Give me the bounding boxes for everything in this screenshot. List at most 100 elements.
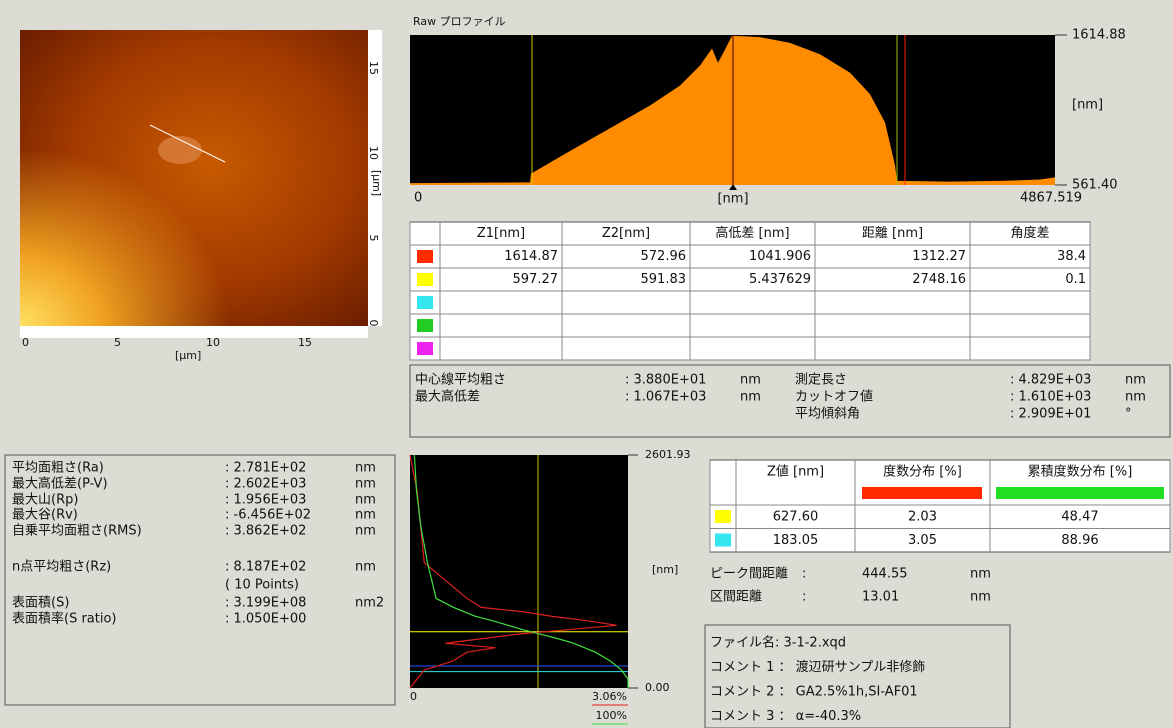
param-value: : 1.067E+03 <box>625 390 706 405</box>
y-axis-unit: [nm] <box>1072 98 1103 113</box>
param-label: カットオフ値 <box>795 389 873 405</box>
column-header: Z値 [nm] <box>767 464 824 480</box>
param-value: : 3.862E+02 <box>225 524 306 539</box>
file-info-line: コメント 1 ： 渡辺研サンプル非修飾 <box>710 659 925 675</box>
file-info-line: コメント 2 ： GA2.5%1h,SI-AF01 <box>710 685 918 700</box>
file-info-line: コメント 3 ： α=-40.3% <box>710 709 861 724</box>
param-unit: nm <box>355 560 376 575</box>
param-value: : 1.050E+00 <box>225 612 306 627</box>
cell: 1041.906 <box>749 249 811 264</box>
y-tick-label: 1614.88 <box>1072 28 1126 43</box>
param-label: 平均面粗さ(Ra) <box>12 461 104 476</box>
cell: 627.60 <box>773 509 819 524</box>
y-axis-unit: [nm] <box>652 563 678 576</box>
row-color <box>417 342 433 355</box>
separator: : <box>802 567 806 582</box>
param-unit: nm <box>740 390 761 405</box>
cell: 88.96 <box>1061 533 1098 548</box>
x-tick-label: 5 <box>114 336 121 349</box>
y-tick-label: 0.00 <box>645 681 670 694</box>
y-tick-label: 0 <box>367 320 380 327</box>
param-value: 13.01 <box>862 590 899 605</box>
cell: 3.05 <box>908 533 937 548</box>
y-tick-label: 15 <box>367 61 380 75</box>
afm-image <box>20 30 382 338</box>
param-unit: nm <box>355 461 376 476</box>
cell: 1312.27 <box>912 249 966 264</box>
y-axis-unit: [μm] <box>370 170 383 196</box>
column-header: 距離 [nm] <box>862 226 923 241</box>
cell: 597.27 <box>513 272 559 287</box>
column-header: 累積度数分布 [%] <box>1028 464 1133 480</box>
column-header: 高低差 [nm] <box>715 225 789 241</box>
param-label: 最大高低差(P-V) <box>12 476 108 492</box>
param-unit: nm <box>355 508 376 523</box>
param-label: 区間距離 <box>710 590 762 605</box>
param-unit: nm <box>355 477 376 492</box>
param-unit: nm <box>1125 373 1146 388</box>
cell: 183.05 <box>773 533 819 548</box>
param-label: ピーク間距離 <box>710 567 788 582</box>
param-unit: nm <box>740 373 761 388</box>
x-tick-label: 4867.519 <box>1020 191 1082 206</box>
page: 051015[μm]051015[μm]Raw プロファイル561.401614… <box>0 0 1173 728</box>
row-color <box>417 273 433 286</box>
param-unit: nm2 <box>355 596 384 611</box>
y-tick-label: 5 <box>367 235 380 242</box>
column-header: 度数分布 [%] <box>883 464 962 480</box>
x-tick-label: 0 <box>410 690 417 703</box>
x-tick-label: 0 <box>414 191 422 206</box>
column-header: Z1[nm] <box>477 226 525 241</box>
cell: 48.47 <box>1061 509 1098 524</box>
profile-title: Raw プロファイル <box>413 15 506 28</box>
cell: 2748.16 <box>912 272 966 287</box>
x-tick-label: 15 <box>298 336 312 349</box>
afm-image-highlight <box>20 30 368 326</box>
column-header: Z2[nm] <box>602 226 650 241</box>
param-value: 444.55 <box>862 567 908 582</box>
param-unit: ° <box>1125 407 1132 422</box>
x-tick-label: 0 <box>22 336 29 349</box>
param-value: : -6.456E+02 <box>225 508 311 523</box>
cell: 2.03 <box>908 509 937 524</box>
x-max-label: 3.06% <box>592 690 627 703</box>
y-tick-label: 10 <box>367 146 380 160</box>
param-unit: nm <box>355 524 376 539</box>
param-label: n点平均粗さ(Rz) <box>12 560 111 575</box>
param-label: 測定長さ <box>795 373 847 388</box>
row-color <box>417 250 433 263</box>
cell: 38.4 <box>1057 249 1086 264</box>
param-label: 平均傾斜角 <box>795 407 860 422</box>
param-value: : 1.610E+03 <box>1010 390 1091 405</box>
histogram-plot <box>410 455 628 688</box>
param-label: 自乗平均面粗さ(RMS) <box>12 524 142 539</box>
param-label: 最大谷(Rv) <box>12 508 78 523</box>
param-label: 最大山(Rp) <box>12 493 78 508</box>
param-value: : 2.781E+02 <box>225 461 306 476</box>
param-unit: nm <box>970 567 991 582</box>
param-label: 表面積(S) <box>12 596 69 611</box>
param-unit: nm <box>970 590 991 605</box>
column-header: 角度差 <box>1010 225 1049 241</box>
cum-legend <box>996 487 1164 499</box>
row-color <box>715 510 731 523</box>
param-value: : 3.199E+08 <box>225 596 306 611</box>
cell: 5.437629 <box>749 272 811 287</box>
cell: 572.96 <box>641 249 687 264</box>
file-info-line: ファイル名: 3-1-2.xqd <box>710 635 846 651</box>
cell: 591.83 <box>641 272 687 287</box>
param-value: : 4.829E+03 <box>1010 373 1091 388</box>
freq-legend <box>862 487 982 499</box>
param-value: : 2.602E+03 <box>225 477 306 492</box>
x-max-label: 100% <box>596 709 627 722</box>
cell: 1614.87 <box>504 249 558 264</box>
row-color <box>417 319 433 332</box>
y-tick-label: 2601.93 <box>645 448 691 461</box>
afm-axis-strip <box>20 326 368 338</box>
screen: 051015[μm]051015[μm]Raw プロファイル561.401614… <box>0 0 1173 728</box>
param-value: : 3.880E+01 <box>625 373 706 388</box>
row-color <box>417 296 433 309</box>
param-value: ( 10 Points) <box>225 578 299 593</box>
x-tick-label: 10 <box>206 336 220 349</box>
param-value: : 1.956E+03 <box>225 493 306 508</box>
